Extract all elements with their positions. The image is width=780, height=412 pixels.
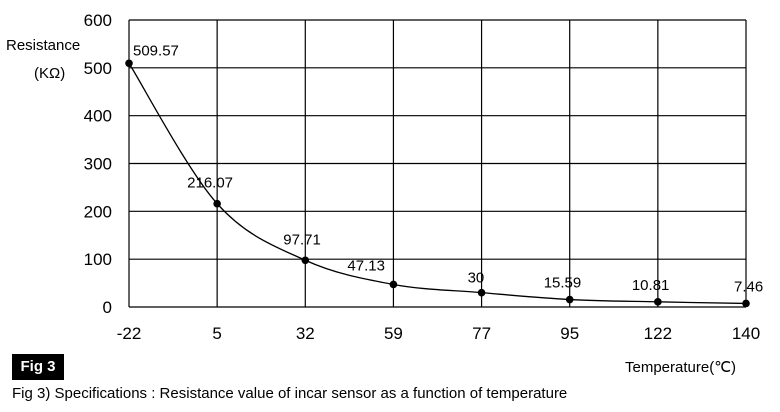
x-tick-label: 5 <box>212 324 221 343</box>
figure-badge: Fig 3 <box>12 354 64 380</box>
x-tick-label: 32 <box>296 324 315 343</box>
x-tick-label: 77 <box>472 324 491 343</box>
y-tick-label: 500 <box>84 59 112 78</box>
data-point <box>742 299 750 308</box>
x-tick-label: 122 <box>644 324 672 343</box>
y-tick-label: 0 <box>103 298 112 317</box>
y-axis-label-line1: Resistance <box>6 37 81 54</box>
data-label: 47.13 <box>347 257 385 274</box>
x-tick-label: 59 <box>384 324 403 343</box>
y-tick-label: 600 <box>84 11 112 30</box>
data-point <box>654 298 662 306</box>
x-tick-label: 95 <box>560 324 579 343</box>
y-tick-label: 100 <box>84 250 112 269</box>
data-label: 509.57 <box>133 42 179 59</box>
data-point <box>125 59 133 68</box>
x-tick-label: -22 <box>117 324 142 343</box>
data-point <box>565 295 574 304</box>
data-label: 15.59 <box>544 275 582 292</box>
x-axis-ticks: -22 5 32 59 77 95 122 140 <box>117 324 760 343</box>
grid <box>128 19 747 308</box>
data-point <box>389 280 398 289</box>
data-points <box>125 59 750 308</box>
data-labels: 509.57 216.07 97.71 47.13 30 15.59 10.81 7.46 <box>133 42 763 295</box>
y-tick-label: 300 <box>84 155 112 174</box>
y-tick-label: 400 <box>84 107 112 126</box>
y-axis-ticks: 0 100 200 300 400 500 600 <box>84 11 112 317</box>
figure-caption: Fig 3) Specifications : Resistance value… <box>12 385 568 402</box>
data-label: 30 <box>468 270 485 287</box>
data-point <box>477 288 486 297</box>
data-label: 97.71 <box>283 231 321 248</box>
x-tick-label: 140 <box>732 324 760 343</box>
y-axis-label-line2: (KΩ) <box>34 65 66 82</box>
data-point <box>213 199 221 208</box>
data-label: 10.81 <box>632 277 670 294</box>
data-point <box>301 256 310 265</box>
y-tick-label: 200 <box>84 202 112 221</box>
data-label: 216.07 <box>187 175 233 192</box>
x-axis-label: Temperature(℃) <box>625 359 737 376</box>
data-label: 7.46 <box>734 278 763 295</box>
